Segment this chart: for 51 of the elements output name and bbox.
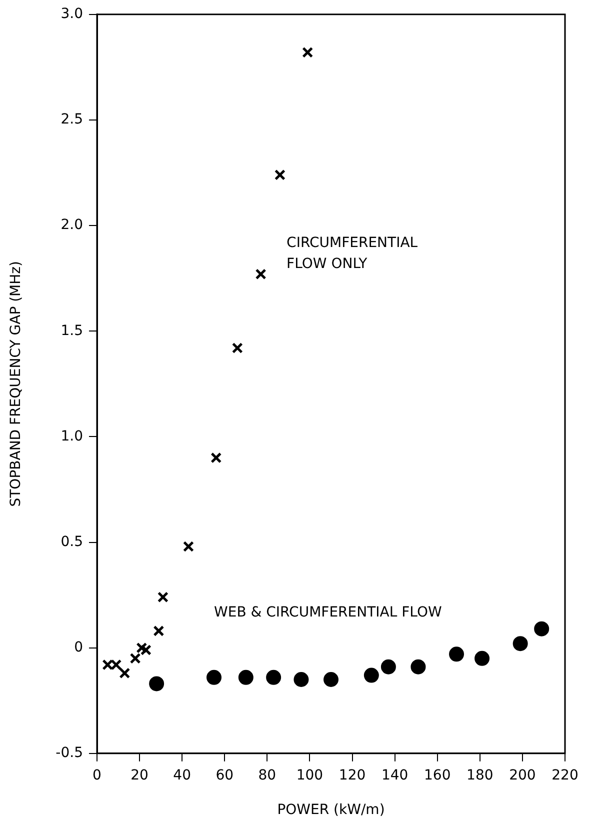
point (512, 636, 528, 652)
point (119, 668, 130, 679)
point (136, 642, 148, 654)
point (410, 659, 426, 674)
point (130, 652, 141, 664)
point (149, 676, 164, 692)
series-label: CIRCUMFERENTIAL FLOW ONLY (286, 235, 418, 272)
point (110, 659, 122, 670)
y-axis-title: STOPBAND FREQUENCY GAP (MHz) (8, 261, 24, 507)
x-tick-label: 160 (424, 767, 451, 784)
x-tick-label: 200 (509, 767, 536, 784)
point (364, 668, 379, 683)
y-tick-label: 1.0 (60, 428, 83, 444)
point (324, 672, 338, 687)
point (210, 452, 222, 464)
point (294, 672, 309, 687)
y-tick-label: 2.0 (60, 217, 83, 234)
point (534, 621, 550, 636)
point (474, 650, 490, 666)
point (302, 46, 314, 58)
y-tick-label: 2.5 (60, 112, 83, 128)
x-tick-label: 180 (466, 767, 494, 784)
point (153, 625, 164, 636)
point (266, 670, 282, 685)
point (255, 268, 266, 280)
x-tick-label: 80 (258, 767, 276, 784)
point (238, 670, 254, 685)
x-tick-label: 140 (381, 767, 408, 784)
x-tick-label: 40 (173, 767, 192, 784)
point (380, 659, 396, 674)
x-axis-title: POWER (kW/m) (277, 802, 385, 818)
point (232, 342, 243, 354)
x-tick-label: 20 (130, 767, 148, 784)
point (102, 659, 114, 670)
point (182, 540, 194, 552)
point (206, 670, 222, 685)
point (449, 646, 464, 662)
point (140, 644, 152, 656)
y-tick-label: 1.5 (60, 322, 83, 339)
y-tick-label: 0 (74, 639, 83, 656)
point (274, 169, 286, 180)
text: WEB & CIRCUMFERENTIAL FLOW (214, 604, 442, 621)
x-tick-label: 220 (552, 767, 578, 784)
point (157, 592, 168, 603)
y-tick-label: 0.5 (60, 534, 83, 550)
x-tick-label: 60 (216, 767, 234, 784)
y-tick-label: 3.0 (60, 6, 83, 22)
y-tick-label: -0.5 (56, 745, 83, 762)
x-tick-label: 120 (338, 767, 366, 784)
x-tick-label: 0 (92, 767, 102, 784)
x-tick-label: 100 (296, 767, 324, 784)
